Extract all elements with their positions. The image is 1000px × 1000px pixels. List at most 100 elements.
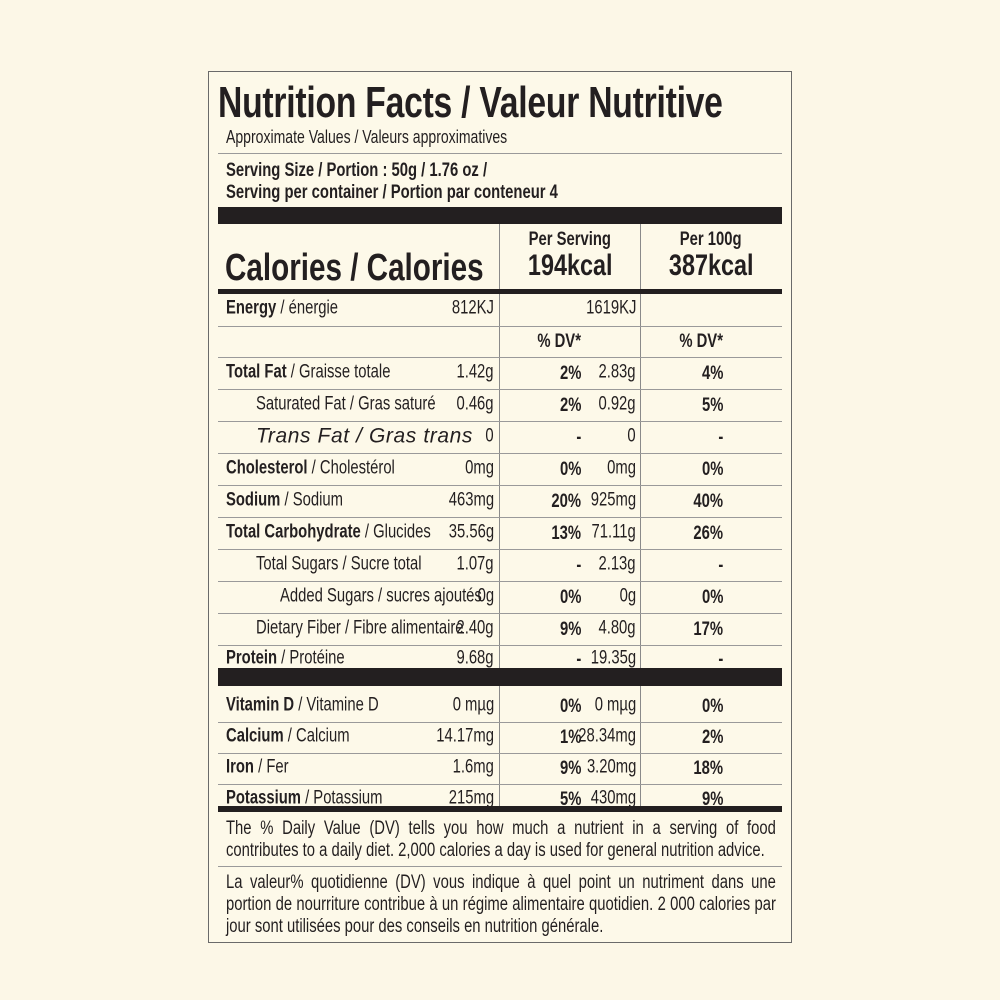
- per-100g-amount: 3.20mg: [586, 756, 636, 778]
- label-title: Nutrition Facts / Valeur Nutritive: [218, 78, 723, 127]
- per-serving-amount: 1.6mg: [452, 756, 494, 778]
- nutrient-name: Added Sugars / sucres ajoutés: [280, 585, 539, 607]
- per-serving-dv: 0%: [559, 696, 581, 717]
- nutrient-name-bold: Sodium: [226, 489, 281, 511]
- per-serving-amount: 215mg: [448, 787, 494, 809]
- per-serving-dv: 9%: [559, 618, 581, 640]
- thick-divider: [218, 806, 782, 812]
- nutrient-name: Saturated Fat / Gras saturé: [256, 393, 486, 415]
- per-serving-amount: 9.68g: [456, 647, 494, 669]
- per-serving-dv: -: [576, 426, 581, 448]
- per-100g-amount: 28.34mg: [578, 725, 636, 747]
- per-100g-dv: [663, 299, 723, 321]
- per-100g-dv: 17%: [693, 618, 723, 640]
- per-100g-dv: -: [718, 649, 723, 670]
- divider: [218, 866, 782, 867]
- calories-label: Calories / Calories: [225, 247, 484, 289]
- nutrient-row: Sodium / Sodium 463mg 20% 925mg 40%: [218, 486, 782, 518]
- nutrient-row: % DV* % DV*: [218, 327, 782, 358]
- per-100g-dv: -: [718, 554, 723, 576]
- per-100g-dv: 0%: [701, 696, 723, 717]
- per-100g-amount: 430mg: [590, 787, 636, 809]
- per-100g-dv: -: [718, 426, 723, 448]
- nutrient-row: Protein / Protéine 9.68g -19.35g -: [218, 646, 782, 674]
- per-100g-header: Per 100g 387kcal: [668, 229, 754, 282]
- per-100g-amount: 0 mµg: [594, 694, 636, 716]
- per-serving-amount: 1.42g: [456, 361, 494, 383]
- per-serving-dv: -: [576, 554, 581, 576]
- nutrient-name-bold: Total Fat: [226, 361, 287, 383]
- nutrient-name: Total Sugars / Sucre total: [256, 553, 468, 575]
- per-100g-dv: 4%: [701, 362, 723, 384]
- nutrient-name: Cholesterol / Cholestérol: [226, 457, 442, 479]
- nutrient-row: Total Sugars / Sucre total 1.07g -2.13g -: [218, 550, 782, 582]
- nutrient-name-text: / Fer: [253, 756, 289, 778]
- per-100g-amount: 0: [627, 425, 636, 447]
- column-divider: [499, 686, 500, 807]
- per-100g-amount: 0.92g: [598, 393, 636, 415]
- per-100g-amount: 0mg: [607, 457, 636, 479]
- per-100g-amount: 2.83g: [598, 361, 636, 383]
- per-serving-header: Per Serving 194kcal: [527, 229, 613, 282]
- nutrient-table: Energy / énergie 812KJ 1619KJ% DV*% DV* Tot…: [218, 294, 782, 814]
- per-serving-dv: 2%: [559, 394, 581, 416]
- per-serving-dv: 0%: [559, 586, 581, 608]
- nutrient-name-text: / Cholestérol: [307, 457, 395, 479]
- per-serving-amount: [414, 330, 494, 352]
- nutrient-name: Total Carbohydrate / Glucides: [226, 521, 489, 543]
- nutrient-row: Added Sugars / sucres ajoutés 0g 0% 0g 0%: [218, 582, 782, 614]
- per-serving-amount: 35.56g: [448, 521, 494, 543]
- footnote-english: The % Daily Value (DV) tells you how muc…: [226, 818, 776, 861]
- per-serving-calories: 194kcal: [527, 249, 613, 282]
- per-serving-dv: 9%: [559, 758, 581, 779]
- nutrient-name-text: Added Sugars / sucres ajoutés: [280, 585, 482, 607]
- per-serving-dv: 13%: [551, 522, 581, 544]
- divider: [218, 153, 782, 154]
- nutrient-name-bold: Iron: [226, 756, 254, 778]
- nutrient-row: Cholesterol / Cholestérol 0mg 0% 0mg 0%: [218, 454, 782, 486]
- per-100g-amount: 4.80g: [598, 617, 636, 639]
- column-divider: [640, 686, 641, 807]
- per-serving-amount: 1.07g: [456, 553, 494, 575]
- per-100g-dv: 2%: [701, 727, 723, 748]
- per-100g-amount: 1619KJ: [585, 297, 636, 319]
- per-100g-amount: [556, 330, 636, 352]
- nutrient-name: Calcium / Calcium: [226, 726, 384, 748]
- per-100g-calories: 387kcal: [668, 249, 754, 282]
- servings-per-container: Serving per container / Portion par cont…: [226, 182, 558, 203]
- column-divider: [499, 224, 500, 668]
- nutrient-row: Dietary Fiber / Fibre alimentaire 2.40g 9%…: [218, 614, 782, 646]
- nutrient-name-text: / Graisse totale: [286, 361, 391, 383]
- serving-size: Serving Size / Portion : 50g / 1.76 oz /: [226, 160, 488, 181]
- nutrient-name-text: Saturated Fat / Gras saturé: [256, 393, 436, 415]
- nutrient-row: Potassium / Potassium 215mg 5% 430mg 9%: [218, 785, 782, 814]
- per-serving-dv: 0%: [559, 458, 581, 480]
- per-serving-dv: 1%: [559, 727, 581, 748]
- nutrient-name: Protein / Protéine: [226, 648, 378, 670]
- per-serving-amount: 0 mµg: [452, 694, 494, 716]
- per-serving-amount: 463mg: [448, 489, 494, 511]
- per-100g-dv: 18%: [693, 758, 723, 779]
- per-100g-amount: 2.13g: [598, 553, 636, 575]
- nutrient-row: Iron / Fer 1.6mg 9% 3.20mg 18%: [218, 754, 782, 785]
- nutrient-name-text: Dietary Fiber / Fibre alimentaire: [256, 617, 464, 639]
- thick-divider: [218, 668, 782, 686]
- per-serving-amount: 0: [485, 425, 494, 447]
- per-100g-dv: 0%: [701, 586, 723, 608]
- per-serving-amount: 0mg: [465, 457, 494, 479]
- per-serving-amount: 2.40g: [456, 617, 494, 639]
- nutrient-name-text: / énergie: [276, 297, 339, 319]
- per-serving-dv: % DV*: [537, 331, 581, 352]
- per-100g-amount: 71.11g: [591, 521, 636, 543]
- nutrient-name-text: Trans Fat / Gras trans: [256, 424, 474, 448]
- approximate-values-note: Approximate Values / Valeurs approximati…: [226, 127, 508, 147]
- nutrient-name-bold: Total Carbohydrate: [226, 521, 361, 543]
- nutrient-name-bold: Protein: [226, 647, 278, 669]
- per-serving-amount: 0.46g: [456, 393, 494, 415]
- per-100g-dv: 5%: [701, 394, 723, 416]
- nutrient-name: Potassium / Potassium: [226, 787, 427, 809]
- per-serving-amount: 0g: [477, 585, 494, 607]
- nutrient-name-text: / Sodium: [280, 489, 343, 511]
- nutrient-row: Saturated Fat / Gras saturé 0.46g 2% 0.92g 5…: [218, 390, 782, 422]
- nutrient-row: Energy / énergie 812KJ 1619KJ: [218, 294, 782, 327]
